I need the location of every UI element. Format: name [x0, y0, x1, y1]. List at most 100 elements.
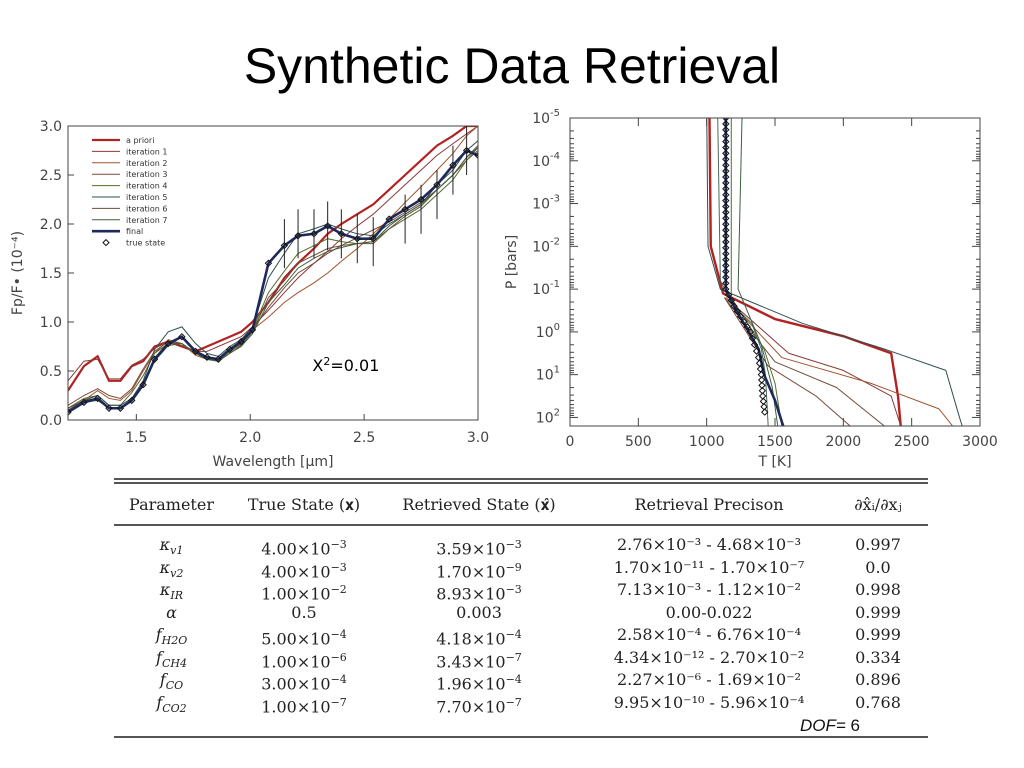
table-row: α 0.5 0.003 0.00-0.022 0.999 [114, 602, 928, 623]
true-state-point [760, 403, 768, 411]
tp-profile [724, 297, 885, 426]
true-state-point [727, 296, 735, 305]
tp-profile [730, 118, 783, 426]
derivative-value: 0.999 [855, 602, 901, 622]
param-name: fH2O [155, 625, 188, 648]
retrieved-state-value: 3.43×10−7 [436, 650, 522, 671]
legend-entry: iteration 7 [126, 216, 167, 225]
true-state-point [746, 328, 755, 336]
temperature-pressure-chart: 10-5 10-4 10-3 10-2 10-1 100 101 102 0 500 1000 150… [504, 108, 998, 470]
y-tick-label: 100 [536, 322, 560, 341]
true-state-point [730, 302, 738, 310]
header-derivative: ∂x̂ᵢ/∂xⱼ [854, 495, 902, 514]
x-tick-label: 1.5 [125, 430, 147, 446]
true-state-point [722, 285, 730, 293]
true-state-point [237, 337, 245, 346]
retrieval-precision-value: 2.76×10⁻³ - 4.68×10⁻³ [616, 535, 802, 554]
y-tick-label: 10-1 [532, 279, 560, 298]
y-tick-label: 3.0 [40, 119, 62, 135]
chi-square-annotation: X2=0.01 [312, 355, 379, 375]
param-name: fCH4 [156, 647, 187, 670]
y-tick-label: 1.5 [40, 266, 62, 282]
x-tick-label: 1500 [757, 434, 793, 450]
x-tick-label: 2.0 [239, 430, 261, 446]
retrieval-precision-value: 0.00-0.022 [665, 602, 753, 622]
true-state-point [105, 404, 113, 412]
table-row: fCO2 1.00×10−7 7.70×10−7 9.95×10⁻¹⁰ - 5.96×… [114, 692, 928, 716]
table-row: fCH4 1.00×10−6 3.43×10−7 4.34×10⁻¹² - 2.70×… [114, 647, 928, 671]
retrieved-state-value: 3.59×10−3 [436, 538, 522, 559]
true-state-point [150, 355, 159, 363]
true-state-point [68, 408, 72, 416]
y-tick-label: 10-2 [532, 236, 560, 255]
retrieved-state-value: 0.003 [456, 602, 502, 622]
true-state-point [248, 326, 257, 334]
dof-label: DOF= [800, 716, 846, 735]
true-state-value: 4.00×10−3 [261, 560, 347, 581]
legend-entry: a priori [126, 136, 154, 145]
y-tick-label: 102 [536, 407, 560, 426]
legend-entry: iteration 1 [126, 147, 167, 156]
dof-value: 6 [845, 716, 860, 735]
true-state-point [178, 332, 186, 341]
table-row: fCO 3.00×10−4 1.96×10−4 2.27×10⁻⁶ - 1.69×10… [114, 669, 928, 693]
true-state-point [385, 215, 393, 223]
derivative-value: 0.768 [855, 692, 901, 712]
true-state-point [128, 396, 136, 405]
legend-entry: iteration 6 [126, 204, 167, 213]
derivative-value: 0.997 [855, 535, 901, 554]
tp-profile [724, 118, 785, 426]
param-name: fCO [159, 670, 184, 693]
y-tick-label: 2.5 [40, 168, 62, 184]
y-tick-label: 2.0 [40, 217, 62, 233]
x-tick-label: 3.0 [467, 430, 489, 446]
x-axis-label: Wavelength [μm] [213, 454, 334, 470]
legend-entry: iteration 2 [126, 159, 167, 168]
true-state-point [116, 404, 125, 412]
y-axis-label: Fp/F• (10⁻⁴) [10, 231, 26, 315]
true-state-point [743, 323, 751, 331]
param-name: κv1 [159, 535, 184, 558]
retrieved-state-value: 8.93×10−3 [436, 583, 522, 604]
tp-profile [725, 297, 902, 426]
x-tick-label: 1000 [689, 434, 725, 450]
legend-entry: iteration 3 [126, 170, 167, 179]
header-retrieval-precision: Retrieval Precison [634, 495, 784, 514]
y-tick-label: 10-5 [532, 108, 560, 127]
x-tick-label: 2.5 [353, 430, 375, 446]
param-name: κIR [159, 580, 184, 603]
true-state-point [93, 394, 102, 403]
slide-title: Synthetic Data Retrieval [243, 38, 781, 94]
true-state-point [474, 151, 478, 160]
true-state-value: 1.00×10−6 [261, 650, 347, 671]
x-axis-label: T [K] [757, 454, 791, 470]
param-name: κv2 [159, 557, 184, 580]
y-tick-label: 0.0 [40, 413, 62, 429]
true-state-point [752, 347, 761, 355]
true-state-point [748, 334, 757, 343]
true-state-point [750, 341, 759, 349]
y-tick-label: 1.0 [40, 315, 62, 331]
spectrum-chart: 0.0 0.5 1.0 1.5 2.0 2.5 3.0 1.5 2.0 2.5 3.0 Wavelen… [10, 119, 489, 470]
retrieval-precision-value: 2.58×10⁻⁴ - 6.76×10⁻⁴ [616, 625, 802, 644]
retrieved-state-value: 1.70×10−9 [436, 560, 522, 581]
true-state-point [736, 312, 745, 321]
true-state-point [733, 307, 741, 316]
derivative-value: 0.334 [855, 647, 901, 667]
legend: a priori iteration 1 iteration 2 iteration … [92, 136, 167, 248]
header-parameter: Parameter [129, 495, 214, 514]
derivative-value: 0.896 [855, 670, 901, 689]
param-name: α [166, 602, 177, 622]
retrieved-state-value: 4.18×10−4 [436, 628, 522, 649]
true-state-point [226, 345, 234, 354]
x-tick-label: 500 [625, 434, 652, 450]
y-tick-label: 0.5 [40, 364, 62, 380]
retrieval-precision-value: 9.95×10⁻¹⁰ - 5.96×10⁻⁴ [613, 692, 805, 712]
y-axis-label: P [bars] [504, 235, 520, 289]
y-tick-label: 101 [536, 365, 560, 384]
retrieval-precision-value: 2.27×10⁻⁶ - 1.69×10⁻² [616, 670, 802, 689]
retrieval-precision-value: 4.34×10⁻¹² - 2.70×10⁻² [613, 647, 805, 667]
y-tick-label: 10-3 [532, 194, 560, 213]
true-state-point [264, 259, 273, 267]
table-row: κv1 4.00×10−3 3.59×10−3 2.76×10⁻³ - 4.68×10… [114, 534, 928, 559]
